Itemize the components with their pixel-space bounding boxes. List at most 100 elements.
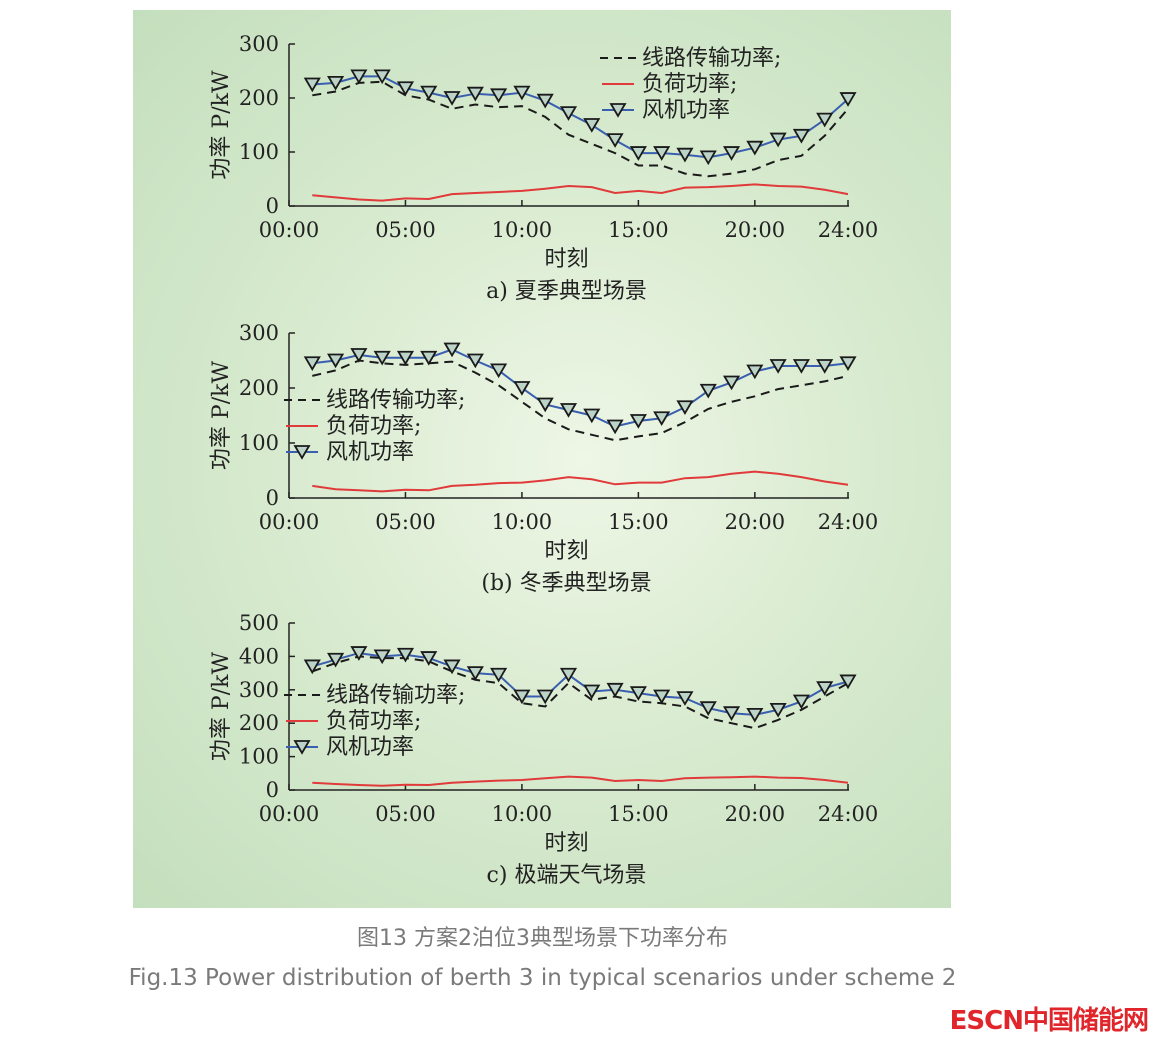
data-point-marker [443, 659, 461, 675]
y-tick-label: 300 [239, 32, 279, 56]
x-tick-label: 24:00 [818, 802, 879, 826]
data-point-marker [816, 359, 834, 374]
data-point-marker [583, 684, 601, 700]
series-line-0 [312, 80, 849, 178]
y-tick-label: 500 [239, 611, 279, 635]
y-tick-label: 400 [239, 644, 279, 668]
data-point-marker [792, 128, 810, 144]
data-point-marker [396, 81, 415, 97]
legend-label: 负荷功率; [326, 709, 421, 734]
x-tick-label: 00:00 [259, 218, 320, 242]
x-tick-label: 05:00 [375, 218, 436, 242]
legend-marker-icon [293, 445, 311, 460]
data-point-marker [350, 69, 368, 85]
data-point-marker [653, 689, 671, 705]
x-tick-label: 05:00 [375, 802, 436, 826]
y-tick-label: 0 [266, 486, 279, 510]
data-point-marker [699, 150, 717, 166]
series-line-2 [312, 75, 849, 159]
data-point-marker [606, 133, 624, 148]
data-point-marker [490, 363, 508, 379]
data-point-marker [513, 85, 531, 101]
x-tick-label: 24:00 [818, 218, 879, 242]
data-point-marker [466, 86, 484, 102]
data-point-marker [676, 400, 694, 416]
data-point-marker [396, 350, 415, 366]
data-point-marker [792, 694, 810, 710]
data-point-marker [746, 364, 764, 380]
y-axis-label: 功率 P/kW [209, 652, 234, 762]
data-point-marker [466, 666, 484, 681]
x-tick-label: 15:00 [608, 510, 669, 534]
legend-marker-icon [293, 740, 311, 755]
data-point-marker [629, 686, 647, 701]
x-axis-label: 时刻 [544, 247, 588, 272]
data-point-marker [792, 359, 810, 374]
x-tick-label: 05:00 [375, 510, 436, 534]
data-point-marker [327, 652, 345, 668]
legend-label: 线路传输功率; [326, 388, 465, 413]
y-axis-label: 功率 P/kW [209, 70, 234, 180]
series-line-0 [312, 359, 849, 442]
legend-marker-icon [609, 103, 627, 118]
data-point-marker [373, 69, 391, 85]
data-point-marker [536, 397, 554, 413]
data-point-marker [769, 132, 787, 148]
legend-label: 风机功率 [326, 735, 414, 760]
data-point-marker [303, 356, 321, 372]
x-tick-label: 10:00 [492, 802, 553, 826]
data-point-marker [350, 646, 368, 661]
data-point-marker [769, 359, 787, 374]
x-tick-label: 15:00 [608, 802, 669, 826]
data-point-marker [722, 706, 741, 721]
data-point-marker [839, 356, 857, 372]
data-point-marker [746, 707, 764, 723]
legend-label: 风机功率 [642, 98, 730, 123]
data-point-marker [676, 147, 694, 163]
data-point-marker [722, 146, 741, 161]
data-point-marker [490, 667, 508, 683]
data-point-marker [443, 342, 461, 358]
x-axis-label: 时刻 [544, 539, 588, 564]
data-point-marker [583, 118, 601, 133]
data-point-marker [606, 682, 624, 698]
x-tick-label: 10:00 [492, 510, 553, 534]
data-point-marker [513, 381, 531, 396]
x-tick-label: 00:00 [259, 510, 320, 534]
legend-label: 风机功率 [326, 440, 414, 465]
data-point-marker [420, 651, 438, 666]
data-point-marker [629, 414, 647, 429]
data-point-marker [490, 88, 508, 104]
y-tick-label: 300 [239, 678, 279, 702]
caption-english: Fig.13 Power distribution of berth 3 in … [128, 965, 957, 991]
legend-label: 线路传输功率; [326, 683, 465, 708]
data-point-marker [722, 375, 741, 391]
x-tick-label: 10:00 [492, 218, 553, 242]
data-point-marker [699, 701, 717, 716]
data-point-marker [303, 77, 321, 93]
data-point-marker [350, 348, 368, 363]
data-point-marker [396, 647, 415, 663]
data-point-marker [839, 92, 857, 107]
y-tick-label: 200 [239, 711, 279, 735]
data-point-marker [583, 408, 601, 424]
data-point-marker [629, 146, 647, 161]
data-point-marker [327, 75, 345, 91]
figure-panel [133, 10, 951, 908]
y-tick-label: 200 [239, 376, 279, 400]
data-point-marker [327, 353, 345, 369]
data-point-marker [559, 403, 578, 418]
data-point-marker [769, 702, 787, 718]
series-line-0 [311, 655, 849, 730]
y-tick-label: 300 [239, 321, 279, 345]
data-point-marker [676, 691, 694, 706]
data-point-marker [839, 674, 857, 690]
series-line-1 [312, 470, 849, 493]
y-tick-label: 100 [239, 140, 279, 164]
data-point-marker [443, 91, 461, 106]
legend-label: 线路传输功率; [642, 46, 781, 71]
y-tick-label: 100 [239, 431, 279, 455]
data-point-marker [653, 146, 671, 161]
data-point-marker [746, 140, 764, 156]
data-point-marker [536, 93, 554, 109]
